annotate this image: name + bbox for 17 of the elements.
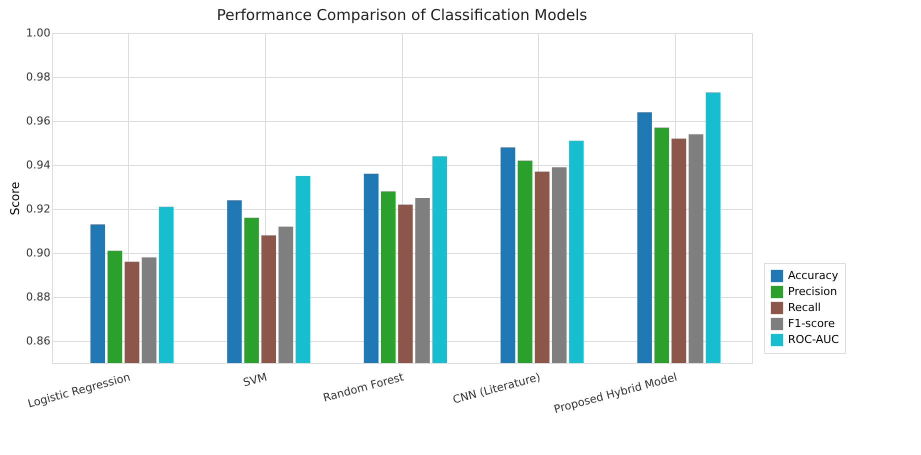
legend-label: Precision [788, 285, 838, 298]
y-tick-label: 0.86 [26, 334, 50, 348]
y-axis-title: Score [8, 182, 22, 216]
legend-label: Recall [788, 301, 821, 314]
legend-label: Accuracy [788, 269, 839, 282]
y-tick-label: 0.92 [26, 202, 50, 216]
legend-label: F1-score [788, 317, 836, 330]
x-tick-label: Random Forest [322, 370, 406, 405]
chart-title: Performance Comparison of Classification Models [216, 6, 588, 24]
y-tick-label: 0.94 [26, 158, 50, 172]
y-tick-label: 0.88 [26, 290, 50, 304]
y-tick-label: 0.96 [26, 114, 50, 128]
x-tick-label: SVM [242, 370, 268, 390]
y-tick-label: 0.98 [26, 70, 50, 84]
y-tick-label: 1.00 [26, 26, 50, 40]
legend-label: ROC-AUC [788, 333, 840, 346]
y-tick-label: 0.90 [26, 246, 50, 260]
